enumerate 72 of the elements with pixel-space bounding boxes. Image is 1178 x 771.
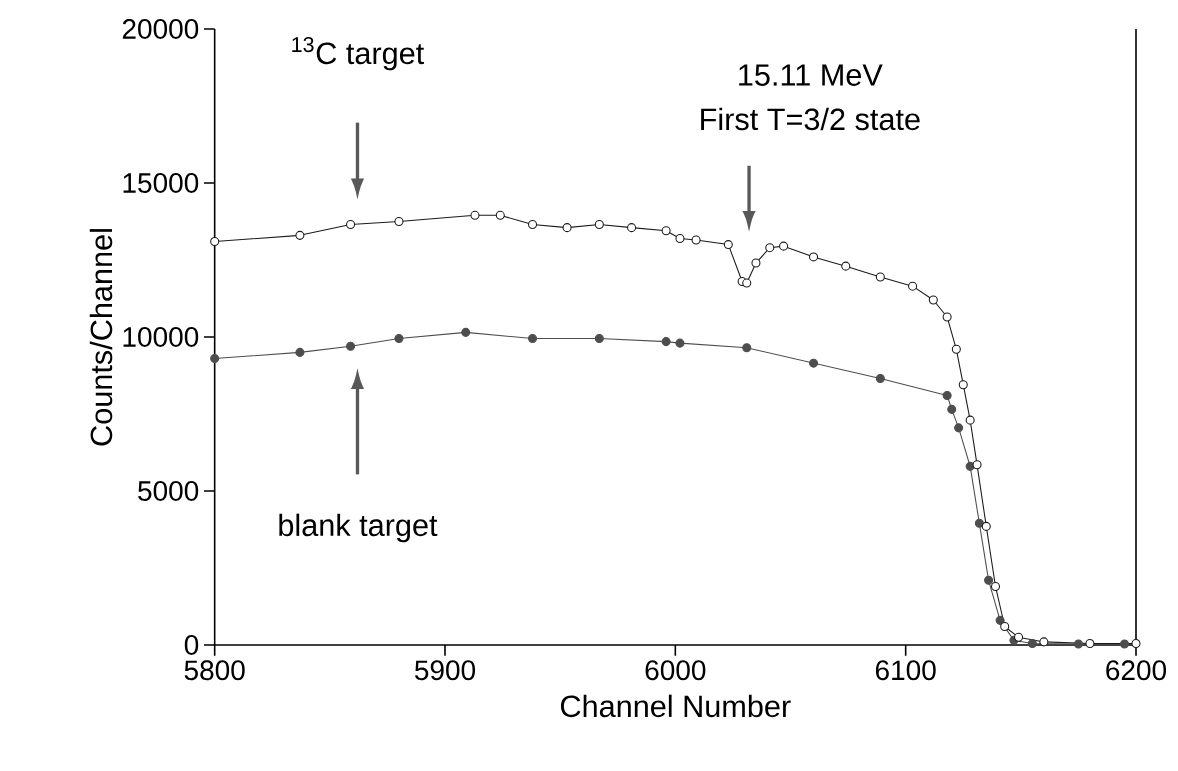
point [942,390,952,401]
point [527,220,538,230]
point [691,235,701,245]
y-tick-label: 10000 [123,327,199,347]
point [1000,621,1010,632]
point [394,333,404,344]
point [954,423,964,433]
point [742,278,752,288]
y-tick-label: 0 [184,635,199,655]
point [990,581,1001,591]
point [594,220,604,230]
y-tick-label: 5000 [138,481,199,501]
point [947,404,957,414]
point [965,415,975,425]
point [1039,637,1049,647]
point [928,295,938,305]
annotation: 15.11 MeV [739,64,883,86]
point [210,354,220,364]
y-tick-label: 20000 [122,19,199,39]
annotation: $^{13}$C target [292,36,425,71]
point [951,344,961,354]
point [958,380,968,390]
point [661,226,671,236]
point [723,240,733,250]
annotation: blank target [279,513,438,543]
point [1013,632,1024,642]
point [295,347,305,357]
point [984,575,994,585]
point [808,358,819,368]
point [765,243,775,253]
point [346,341,356,351]
point [1131,638,1141,648]
point [742,343,752,353]
point [594,333,604,344]
point [1085,638,1095,648]
point [995,615,1005,625]
point [1027,638,1037,648]
point [527,333,538,344]
point [841,261,851,271]
point [210,236,220,247]
x-tick-label: 5900 [414,660,476,681]
point [675,338,685,348]
x-axis-title: Channel Number [560,694,791,718]
point [627,223,637,233]
point [394,216,404,227]
point [675,233,685,243]
x-tick-label: 6200 [1106,660,1167,681]
point [942,312,952,322]
point [875,374,885,384]
annotation: First T=3/2 state [701,107,920,131]
point [295,230,305,240]
point [974,518,984,528]
x-tick-label: 6000 [645,660,706,681]
point [981,521,991,531]
point [875,272,885,282]
point [1119,639,1130,649]
point [1073,639,1083,649]
point [751,258,761,268]
point [972,460,982,470]
point [908,281,918,291]
point [470,210,480,220]
point [461,327,471,337]
point [808,252,819,262]
point [346,220,356,230]
point [495,210,505,220]
point [779,241,789,251]
x-tick-label: 5800 [184,660,245,681]
point [661,337,671,347]
y-tick-label: 15000 [123,173,199,193]
point [562,223,572,233]
x-tick-label: 6100 [875,660,936,681]
y-axis-title: Counts/Channel [89,229,113,446]
